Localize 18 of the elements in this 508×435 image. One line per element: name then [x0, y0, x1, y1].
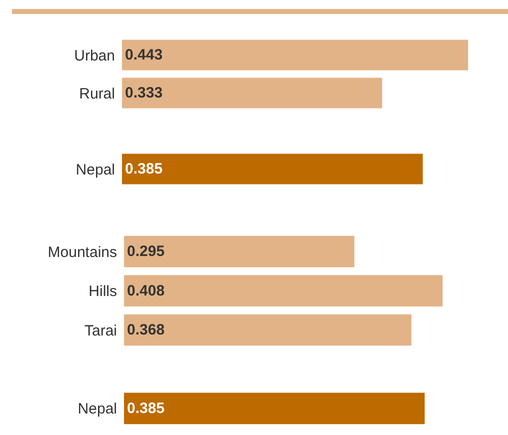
y-tick-label: Nepal	[78, 400, 117, 418]
y-tick-label: Mountains	[48, 244, 117, 261]
bar	[124, 314, 412, 346]
y-tick-label: Tarai	[84, 322, 117, 340]
bar	[124, 275, 443, 306]
data-label: 0.408	[127, 282, 165, 300]
data-label: 0.385	[125, 160, 163, 178]
bar	[124, 392, 425, 424]
y-tick-label: Nepal	[76, 161, 115, 178]
y-tick-label: Rural	[79, 85, 115, 102]
y-tick-label: Hills	[88, 283, 117, 300]
data-label: 0.385	[127, 400, 165, 417]
y-tick-label: Urban	[74, 47, 115, 64]
data-label: 0.368	[127, 322, 165, 338]
bar	[124, 236, 354, 268]
data-label: 0.333	[125, 84, 163, 102]
data-label: 0.295	[127, 243, 165, 260]
data-label: 0.443	[125, 46, 163, 64]
